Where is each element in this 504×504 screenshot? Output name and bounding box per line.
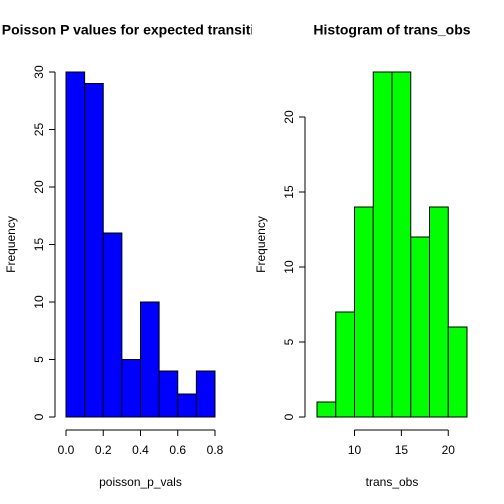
y-axis-label: Frequency — [254, 216, 268, 273]
x-tick-label: 0.6 — [169, 443, 186, 457]
x-axis-label: trans_obs — [366, 475, 419, 489]
bar — [335, 311, 355, 418]
x-tick-label: 20 — [442, 443, 456, 457]
bar — [65, 71, 86, 418]
y-axis-label: Frequency — [4, 216, 18, 273]
y-tick-label: 10 — [32, 295, 46, 309]
y-tick-label: 30 — [32, 65, 46, 79]
y-tick-label: 5 — [282, 338, 296, 345]
chart-title: Histogram of trans_obs — [313, 22, 470, 38]
y-tick-label: 0 — [32, 413, 46, 420]
x-tick-label: 0.0 — [58, 443, 75, 457]
y-tick-label: 15 — [32, 238, 46, 252]
bar — [84, 83, 104, 418]
x-tick-label: 0.8 — [207, 443, 224, 457]
bar — [372, 71, 393, 418]
bar — [447, 326, 468, 418]
x-axis-label: poisson_p_vals — [99, 475, 182, 489]
x-tick-label: 0.4 — [132, 443, 149, 457]
y-tick-label: 10 — [282, 260, 296, 274]
bar — [158, 370, 179, 418]
bar — [354, 206, 374, 418]
y-tick-label: 5 — [32, 356, 46, 363]
y-tick-label: 20 — [282, 110, 296, 124]
panel: 0.0 0.2 0.4 0.6 0.8 0 5 10 15 20 25 30 Poisson P val… — [2, 22, 280, 489]
bar — [316, 401, 337, 418]
y-tick-label: 15 — [282, 185, 296, 199]
chart-title: Poisson P values for expected transition… — [2, 22, 280, 38]
bar — [121, 359, 141, 418]
bar — [195, 370, 216, 418]
bar — [429, 206, 449, 418]
panel: 10 15 20 0 5 10 15 20 Histogram of trans_obstran… — [254, 22, 471, 489]
y-tick-label: 0 — [282, 413, 296, 420]
y-tick-label: 25 — [32, 123, 46, 137]
bar — [391, 71, 412, 418]
bar — [410, 236, 430, 418]
y-tick-label: 20 — [32, 180, 46, 194]
bar — [140, 301, 160, 418]
bar — [177, 393, 197, 418]
x-tick-label: 15 — [395, 443, 409, 457]
x-tick-label: 10 — [348, 443, 362, 457]
bar — [102, 232, 123, 418]
x-tick-label: 0.2 — [95, 443, 112, 457]
